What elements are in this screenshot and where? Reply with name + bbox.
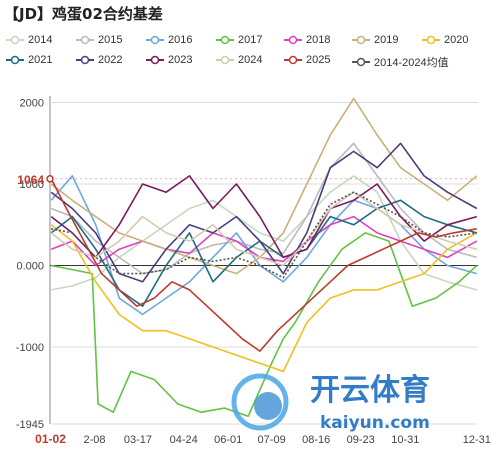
legend-label: 2024 [238,54,263,66]
x-tick-label: 06-01 [214,434,242,446]
series-line [50,224,478,373]
x-tick-label: 03-17 [124,434,152,446]
legend-marker-icon [352,57,370,67]
series-line [50,175,478,259]
legend-marker-icon [352,35,370,45]
legend-marker-icon [76,35,94,45]
series-line [51,191,477,279]
chart-title: 【JD】鸡蛋02合约基差 [4,5,163,23]
current-value-point [46,175,54,183]
legend-item[interactable]: 2020 [422,34,468,46]
series-line [51,175,478,291]
legend-label: 2021 [28,54,53,66]
legend-item[interactable]: 2019 [352,34,398,46]
legend-marker-icon [284,55,302,65]
x-tick-label: 2-08 [84,434,106,446]
current-value-label: 1064 [17,173,44,187]
legend-item[interactable]: 2015 [76,34,122,46]
legend-label: 2014-2024均值 [374,57,449,69]
legend-label: 2014 [28,34,53,46]
y-tick-label: -1000 [16,342,44,354]
legend-marker-icon [76,55,94,65]
x-tick-label: 01-02 [35,432,66,446]
series-line [50,191,478,267]
x-tick-label: 08-16 [302,434,330,446]
series-line [50,142,478,283]
y-tick-label: 0.000 [16,261,44,273]
x-tick-label: 12-31 [463,434,491,446]
logo-watermark: 开云体育 kaiyun.com [231,373,430,433]
svg-text:开云体育: 开云体育 [310,373,430,408]
legend-label: 2025 [306,54,331,66]
x-tick-label: 07-09 [258,434,286,446]
legend-label: 2022 [98,54,123,66]
legend-label: 2015 [98,34,123,46]
legend-marker-icon [146,55,164,65]
x-tick-label: 09-23 [347,434,375,446]
chart-legend: 2014 2015 2016 2017 2018 2019 2020 2021 2022 2023… [0,34,491,80]
svg-text:kaiyun.com: kaiyun.com [320,413,430,433]
legend-marker-icon [422,35,440,45]
legend-item[interactable]: 2022 [76,54,122,66]
legend-label: 2017 [238,34,263,46]
y-tick-label: -1945 [16,419,44,431]
legend-item[interactable]: 2017 [216,34,262,46]
legend-item[interactable]: 2014 [6,34,52,46]
y-tick-label: 1000 [20,179,44,191]
legend-marker-icon [216,35,234,45]
legend-item[interactable]: 2016 [146,34,192,46]
series-line [50,178,477,352]
legend-marker-icon [284,35,302,45]
legend-label: 2023 [168,54,193,66]
x-tick-label: 10-31 [391,434,419,446]
legend-item[interactable]: 2021 [6,54,52,66]
legend-label: 2018 [306,34,331,46]
x-tick-label: 04-24 [170,434,198,446]
legend-marker-icon [6,55,24,65]
legend-label: 2016 [168,34,193,46]
legend-marker-icon [6,35,24,45]
legend-item[interactable]: 2023 [146,54,192,66]
legend-marker-icon [146,35,164,45]
series-line [51,232,478,418]
y-tick-label: 2000 [20,98,44,110]
legend-marker-icon [216,55,234,65]
series-line [50,142,478,275]
legend-label: 2020 [444,34,469,46]
legend-item[interactable]: 2024 [216,54,262,66]
legend-item[interactable]: 2025 [284,54,330,66]
legend-item[interactable]: 2014-2024均值 [352,54,449,70]
legend-item[interactable]: 2018 [284,34,330,46]
legend-label: 2019 [374,34,399,46]
